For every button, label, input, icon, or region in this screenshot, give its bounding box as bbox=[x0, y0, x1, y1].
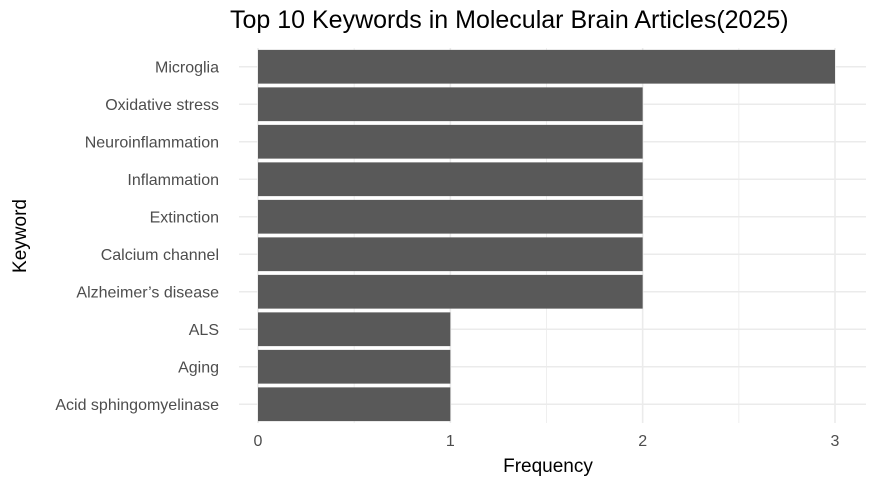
bar bbox=[258, 49, 835, 84]
y-tick-label: Alzheimer’s disease bbox=[76, 284, 219, 301]
bar bbox=[258, 162, 643, 197]
bar bbox=[258, 199, 643, 234]
x-tick-label: 2 bbox=[638, 433, 647, 450]
y-tick-label: Microglia bbox=[155, 59, 219, 76]
y-tick-label: ALS bbox=[189, 322, 219, 339]
x-tick-label: 1 bbox=[446, 433, 455, 450]
x-tick-label: 0 bbox=[254, 433, 263, 450]
y-tick-label: Neuroinflammation bbox=[85, 134, 219, 151]
bar bbox=[258, 237, 643, 272]
y-tick-label: Aging bbox=[178, 359, 219, 376]
x-axis-label: Frequency bbox=[503, 456, 593, 477]
bar bbox=[258, 87, 643, 122]
chart-title: Top 10 Keywords in Molecular Brain Artic… bbox=[230, 6, 789, 34]
y-axis-label: Keyword bbox=[10, 199, 31, 273]
bar bbox=[258, 349, 451, 384]
bar bbox=[258, 274, 643, 309]
x-tick-label: 3 bbox=[831, 433, 840, 450]
y-tick-label: Calcium channel bbox=[101, 247, 219, 264]
y-tick-label: Oxidative stress bbox=[105, 97, 219, 114]
y-tick-label: Inflammation bbox=[127, 172, 219, 189]
bar bbox=[258, 124, 643, 159]
bar bbox=[258, 387, 451, 422]
y-tick-label: Acid sphingomyelinase bbox=[55, 397, 219, 414]
y-tick-label: Extinction bbox=[150, 209, 219, 226]
bar bbox=[258, 312, 451, 347]
